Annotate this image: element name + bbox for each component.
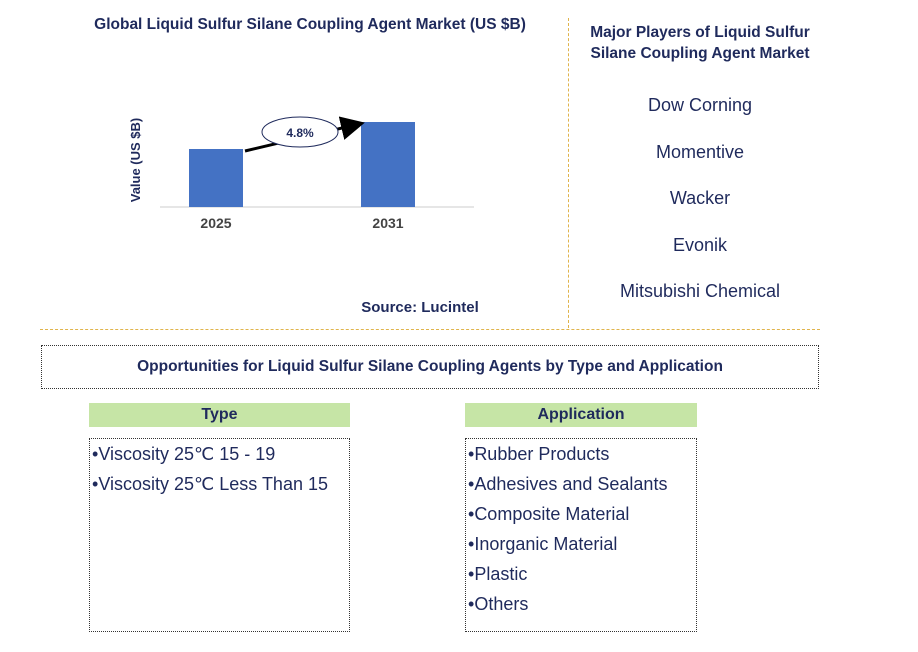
cagr-label: 4.8% — [286, 126, 314, 140]
application-item: Inorganic Material — [468, 533, 696, 563]
application-item: Others — [468, 593, 696, 623]
application-item: Rubber Products — [468, 443, 696, 473]
players-title: Major Players of Liquid Sulfur Silane Co… — [590, 24, 810, 62]
player-item: Momentive — [655, 141, 745, 162]
type-heading: Type — [89, 403, 350, 427]
opportunities-title-box: Opportunities for Liquid Sulfur Silane C… — [41, 345, 819, 389]
x-tick-label: 2031 — [372, 215, 403, 231]
x-tick-labels: 2025 2031 — [200, 215, 403, 231]
application-list: Rubber Products Adhesives and Sealants C… — [466, 439, 696, 623]
x-tick-label: 2025 — [200, 215, 231, 231]
player-item: Dow Corning — [647, 95, 753, 115]
application-item: Composite Material — [468, 503, 696, 533]
bars — [189, 122, 415, 207]
bar-2025 — [189, 149, 243, 207]
type-item: Viscosity 25℃ 15 - 19 — [92, 443, 349, 473]
player-item: Mitsubishi Chemical — [619, 281, 781, 301]
chart-title: Global Liquid Sulfur Silane Coupling Age… — [94, 16, 526, 33]
bar-2031 — [361, 122, 415, 207]
application-list-box: Rubber Products Adhesives and Sealants C… — [465, 438, 697, 632]
chart-source: Source: Lucintel — [361, 299, 479, 316]
application-item: Plastic — [468, 563, 696, 593]
cagr-bubble — [261, 116, 339, 148]
type-item: Viscosity 25℃ Less Than 15 — [92, 473, 349, 503]
players-list: Dow Corning Momentive Wacker Evonik Mits… — [580, 90, 820, 323]
type-list-box: Viscosity 25℃ 15 - 19 Viscosity 25℃ Less… — [89, 438, 350, 632]
type-list: Viscosity 25℃ 15 - 19 Viscosity 25℃ Less… — [90, 439, 349, 503]
y-axis-label: Value (US $B) — [128, 118, 143, 203]
application-item: Adhesives and Sealants — [468, 473, 696, 503]
player-item: Evonik — [672, 234, 728, 255]
player-item: Wacker — [669, 188, 731, 208]
application-heading: Application — [465, 403, 697, 427]
horizontal-divider — [40, 329, 820, 330]
vertical-divider — [568, 18, 569, 328]
bar-chart: Value (US $B) 2025 2031 4.8% — [128, 116, 474, 231]
opportunities-title: Opportunities for Liquid Sulfur Silane C… — [137, 358, 723, 375]
